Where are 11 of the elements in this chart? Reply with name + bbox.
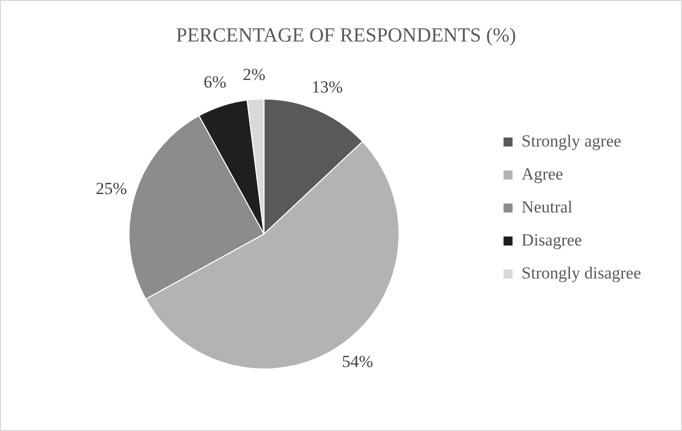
- data-label: 13%: [312, 78, 343, 97]
- legend-label: Strongly disagree: [522, 263, 642, 282]
- chart-title: PERCENTAGE OF RESPONDENTS (%): [176, 24, 516, 46]
- data-label: 25%: [96, 179, 127, 198]
- legend-label: Strongly agree: [522, 131, 622, 150]
- data-label: 6%: [204, 72, 226, 92]
- legend-label: Agree: [522, 164, 564, 184]
- data-label: 2%: [242, 64, 266, 84]
- legend-label: Neutral: [522, 197, 573, 216]
- legend-label: Disagree: [522, 230, 582, 250]
- data-label: 54%: [342, 352, 374, 372]
